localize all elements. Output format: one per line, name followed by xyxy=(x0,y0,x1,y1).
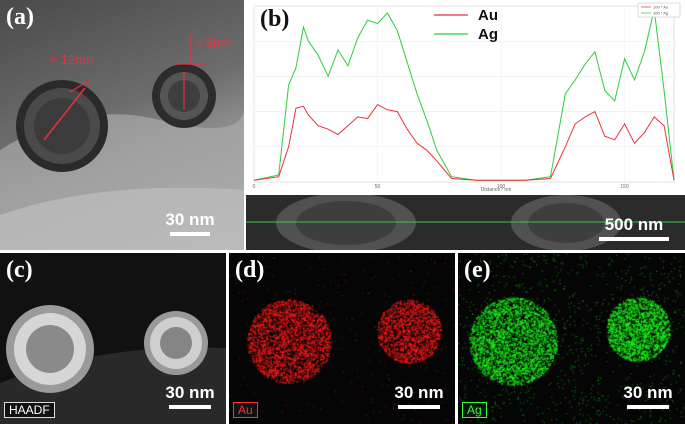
panel-a-label: (a) xyxy=(6,4,34,30)
panel-e-ag-map: (e) 30 nm Ag xyxy=(458,253,685,424)
scale-bar-c-line xyxy=(169,405,211,409)
scale-bar-b-line xyxy=(599,237,669,241)
scale-bar-a: 30 nm xyxy=(160,210,220,236)
tem-particles xyxy=(0,34,244,250)
line-scan-chart: 0 50 100 150 Distance / nm Au Ag 100 * Au 1… xyxy=(253,2,681,193)
size-annotation-small: ≈ 8nm xyxy=(195,35,232,50)
x-tick-label: 100 xyxy=(497,184,506,190)
haadf-particles xyxy=(0,305,226,424)
particle-large xyxy=(16,80,108,172)
legend-ag-label: Ag xyxy=(478,26,498,43)
mini-legend: 100 * Au 100 * Ag xyxy=(637,2,681,18)
chart-ticks: 0 50 100 150 xyxy=(253,184,629,190)
panel-c-haadf: (c) 30 nm HAADF xyxy=(0,253,226,424)
au-map-canvas xyxy=(229,253,455,424)
scale-bar-c: 30 nm xyxy=(160,383,220,409)
size-annotation-large: ≈ 12nm xyxy=(50,52,94,67)
scale-bar-b: 500 nm xyxy=(594,215,674,241)
series-ag-line xyxy=(253,9,675,181)
au-tag: Au xyxy=(233,402,258,418)
panel-b-line-scan: 0 50 100 150 Distance / nm Au Ag 100 * Au 1… xyxy=(246,0,685,250)
scale-bar-e-label: 30 nm xyxy=(623,383,673,402)
scale-bar-c-label: 30 nm xyxy=(165,383,215,402)
ag-map-canvas xyxy=(458,253,685,424)
mini-legend-ag: 100 * Ag xyxy=(653,11,668,16)
panel-d-label: (d) xyxy=(235,257,265,283)
panel-d-au-map: (d) 30 nm Au xyxy=(229,253,455,424)
x-tick-label: 0 xyxy=(253,184,256,190)
scale-bar-e-line xyxy=(627,405,669,409)
scale-bar-d-label: 30 nm xyxy=(394,383,444,402)
scale-bar-b-label: 500 nm xyxy=(604,215,664,234)
chart-grid xyxy=(253,5,675,183)
panel-c-label: (c) xyxy=(6,257,33,283)
x-tick-label: 150 xyxy=(620,184,629,190)
haadf-tag: HAADF xyxy=(4,402,55,418)
scale-bar-a-line xyxy=(170,232,210,236)
scale-bar-d-line xyxy=(398,405,440,409)
stem-strip-features xyxy=(246,195,685,250)
scale-bar-e: 30 nm xyxy=(618,383,678,409)
plot-frame xyxy=(253,5,675,183)
x-axis-label: Distance / nm xyxy=(481,187,512,193)
scale-bar-d: 30 nm xyxy=(389,383,449,409)
stem-strip-image: 500 nm xyxy=(246,195,685,250)
x-tick-label: 50 xyxy=(375,184,381,190)
legend-au-label: Au xyxy=(478,7,498,24)
mini-legend-au: 100 * Au xyxy=(653,5,668,10)
series-au-line xyxy=(253,103,675,181)
ag-tag: Ag xyxy=(462,402,487,418)
panel-e-label: (e) xyxy=(464,257,491,283)
panel-b-label: (b) xyxy=(260,6,290,32)
scale-bar-a-label: 30 nm xyxy=(165,210,215,229)
panel-a-tem-image: (a) ≈ 12nm ≈ 8nm 30 nm xyxy=(0,0,244,250)
chart-legend: Au Ag xyxy=(434,7,498,43)
